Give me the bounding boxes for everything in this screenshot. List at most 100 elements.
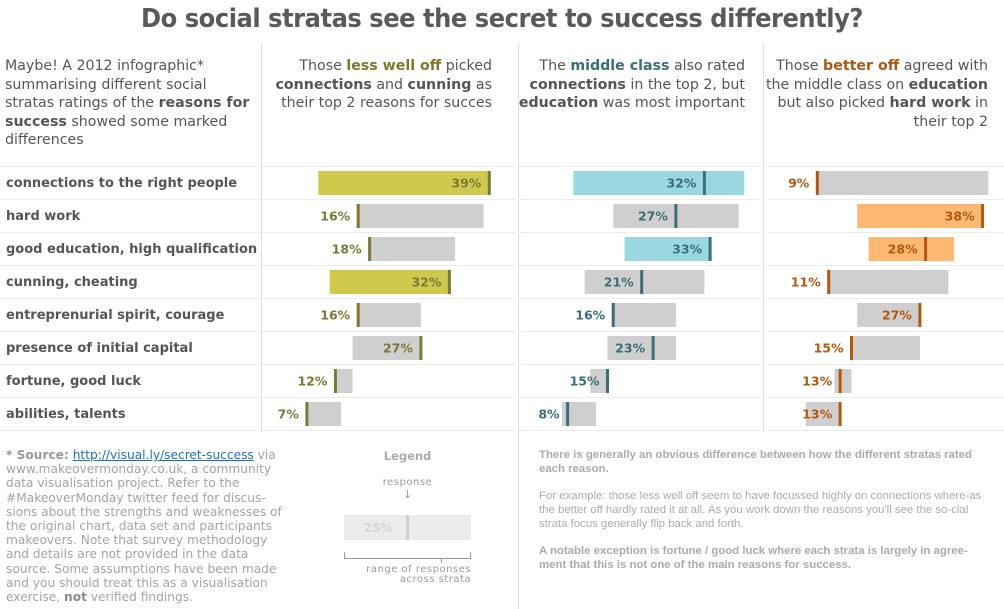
value-marker [924, 237, 928, 261]
intro-part: showed some marked differences [5, 113, 228, 149]
divider-3 [763, 44, 764, 432]
value-label: 18% [332, 242, 362, 257]
range-bar [369, 237, 456, 261]
header-text: The [539, 58, 571, 74]
value-label: 16% [320, 308, 350, 323]
range-bar [318, 171, 490, 195]
value-marker [447, 270, 451, 294]
category-label: hard work [6, 209, 81, 224]
row-separator [521, 199, 760, 200]
value-label: 27% [383, 341, 413, 356]
header-highlight: better off [823, 58, 900, 74]
range-bar [805, 402, 841, 426]
category-label: cunning, cheating [6, 275, 138, 290]
header-less-well-off: Those less well off picked connections a… [262, 57, 493, 113]
row-separator [766, 265, 1004, 266]
row-separator [521, 397, 760, 398]
row-separator [766, 364, 1004, 365]
value-marker [702, 171, 706, 195]
legend-range-label: range of responses across strata [344, 565, 471, 585]
value-label: 32% [411, 275, 441, 290]
row-separator [263, 166, 516, 167]
range-bar [358, 204, 484, 228]
header-bold: education [518, 95, 599, 111]
legend-range-line1: range of responses [366, 564, 471, 575]
range-bar [857, 204, 983, 228]
row-separator [521, 265, 760, 266]
row-separator [263, 331, 516, 332]
header-better-off: Those better off agreed with the middle … [758, 57, 988, 131]
row-separator [0, 232, 259, 233]
row-separator [0, 298, 259, 299]
range-bar [329, 270, 450, 294]
value-label: 12% [297, 374, 327, 389]
category-label: entreprenurial spirit, courage [6, 308, 225, 323]
value-marker [356, 303, 360, 327]
value-label: 9% [788, 176, 810, 191]
category-label: connections to the right people [6, 176, 238, 191]
category-label: good education, high qualification [6, 242, 258, 257]
value-marker [918, 303, 922, 327]
value-marker [368, 237, 372, 261]
range-bar [573, 171, 745, 195]
category-label: presence of initial capital [6, 341, 193, 356]
value-label: 23% [615, 341, 645, 356]
header-bold: cunning [407, 76, 472, 93]
source-asterisk: * [6, 448, 17, 462]
row-separator [0, 199, 259, 200]
value-marker [333, 369, 337, 393]
value-label: 16% [320, 209, 350, 224]
row-separator [263, 298, 516, 299]
row-separator [521, 430, 760, 431]
header-text: Those [299, 58, 347, 74]
row-separator [0, 397, 259, 398]
divider-1 [261, 44, 262, 432]
row-separator [263, 199, 516, 200]
source-end: verified findings. [86, 590, 193, 605]
value-marker [838, 402, 842, 426]
row-separator [766, 232, 1004, 233]
range-bar [828, 270, 949, 294]
range-bar [607, 336, 676, 360]
header-text: in the top 2, but [625, 76, 745, 93]
value-label: 21% [604, 275, 634, 290]
value-label: 27% [638, 209, 668, 224]
value-label: 15% [570, 374, 600, 389]
value-marker [640, 270, 644, 294]
value-marker [674, 204, 678, 228]
value-marker [606, 369, 609, 393]
row-separator [766, 397, 1004, 398]
row-separator [521, 232, 760, 233]
notes: There is generally an obvious difference… [539, 448, 991, 585]
header-text: was most important [598, 95, 745, 111]
value-marker [305, 402, 309, 426]
range-bar [335, 369, 353, 393]
legend-range-line2: across strata [399, 574, 471, 585]
range-bar [352, 336, 421, 360]
note-3: A notable exception is fortune / good lu… [539, 545, 968, 571]
range-bar [613, 303, 676, 327]
value-label: 11% [791, 275, 821, 290]
value-label: 33% [672, 242, 702, 257]
row-separator [0, 265, 259, 266]
range-bar [868, 237, 955, 261]
header-highlight: less well off [346, 58, 442, 74]
range-bar [834, 369, 852, 393]
range-bar [624, 237, 711, 261]
row-separator [521, 166, 760, 167]
value-label: 13% [802, 374, 832, 389]
value-marker [566, 402, 570, 426]
row-separator [0, 166, 259, 167]
row-separator [766, 331, 1004, 332]
value-marker [611, 303, 615, 327]
row-separator [0, 364, 259, 365]
page-title: Do social stratas see the secret to succ… [141, 4, 863, 34]
value-marker [651, 336, 655, 360]
source-text: via www.makeovermonday.co.uk, a communit… [6, 448, 282, 605]
source-link[interactable]: http://visual.ly/secret-success [72, 448, 254, 462]
row-separator [766, 166, 1004, 167]
row-separator [521, 331, 760, 332]
row-separator [766, 298, 1004, 299]
header-bold: education [908, 76, 988, 93]
